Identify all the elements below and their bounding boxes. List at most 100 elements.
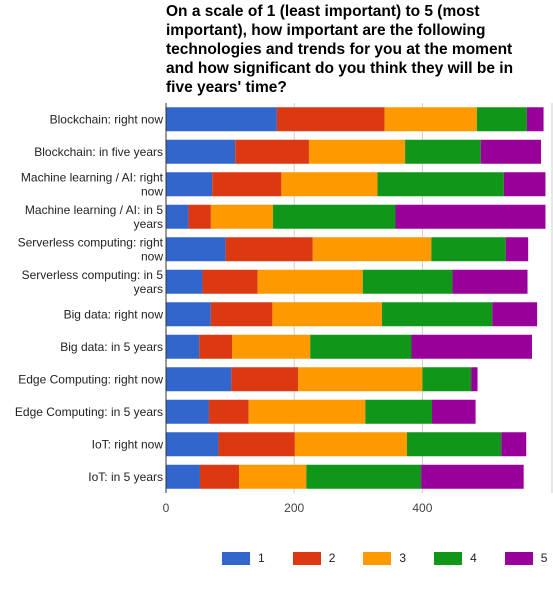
chart-title: On a scale of 1 (least important) to 5 (… [166, 2, 546, 97]
legend-label: 2 [328, 551, 336, 565]
bar-segment [377, 172, 504, 197]
bar-segment [452, 269, 528, 294]
bar-segment [298, 367, 423, 392]
bar-segment [411, 334, 533, 359]
bar-segment [306, 464, 422, 489]
bar-segment [232, 334, 311, 359]
bar-segment [225, 237, 313, 262]
legend-item: 4 [434, 551, 477, 565]
bar-segment [312, 237, 432, 262]
chart-title-line: five years' time? [166, 79, 287, 96]
bar-segment [407, 432, 502, 457]
legend-swatch [363, 551, 392, 565]
bar-segment [294, 432, 408, 457]
bar-segment [421, 464, 524, 489]
bar-segment [231, 367, 299, 392]
bar-segment [422, 367, 472, 392]
bar-segment [199, 464, 240, 489]
y-tick-label: Blockchain: right now [50, 112, 164, 126]
bar-segment [235, 139, 309, 164]
bar-segment [476, 107, 527, 132]
y-tick-label: Edge Computing: in 5 years [15, 405, 163, 419]
y-tick-label: years [134, 282, 163, 296]
bar-segment [199, 334, 233, 359]
bar-segment [503, 172, 546, 197]
bar-segment [405, 139, 481, 164]
chart-title-line: technologies and trends for you at the m… [166, 41, 513, 58]
y-tick-label: Big data: right now [64, 307, 164, 321]
bar-segment [218, 432, 295, 457]
legend-item: 3 [363, 551, 406, 565]
bar-segment [480, 139, 541, 164]
legend-swatch [434, 551, 463, 565]
bar-segment [272, 302, 383, 327]
bar-segment [395, 204, 546, 229]
bar-segment [239, 464, 307, 489]
bar-segment [362, 269, 453, 294]
bar-segment [384, 107, 477, 132]
bar-segment [166, 172, 213, 197]
bar-segment [166, 204, 189, 229]
legend-item: 1 [222, 551, 265, 565]
bar-segment [432, 399, 476, 424]
chart-legend: 1 2 3 4 5 [222, 550, 553, 566]
legend-label: 1 [258, 551, 265, 565]
bar-segment [257, 269, 363, 294]
bar-segment [210, 302, 273, 327]
bar-segment [188, 204, 211, 229]
bar-segment [431, 237, 506, 262]
bar-segment [382, 302, 493, 327]
bar-segment [166, 107, 277, 132]
bar-segment [471, 367, 478, 392]
bar-segment [166, 139, 236, 164]
chart-title-line: and how significant do you think they wi… [166, 60, 514, 77]
y-tick-label: IoT: in 5 years [88, 470, 163, 484]
x-tick-label: 400 [412, 501, 432, 515]
legend-swatch [222, 551, 250, 565]
bar-segment [166, 334, 200, 359]
legend-swatch [292, 551, 321, 565]
bar-segment [526, 107, 544, 132]
y-tick-label: years [134, 217, 163, 231]
chart-title-line: important), how important are the follow… [166, 22, 486, 39]
y-tick-label: now [141, 249, 163, 263]
legend-label: 3 [399, 551, 407, 565]
bar-segment [166, 302, 211, 327]
bar-segment [273, 204, 396, 229]
legend-label: 4 [470, 551, 477, 565]
legend-item: 2 [292, 551, 336, 565]
bar-segment [210, 204, 274, 229]
chart-title-line: On a scale of 1 (least important) to 5 (… [166, 3, 480, 20]
y-tick-label: IoT: right now [92, 437, 164, 451]
bar-segment [212, 172, 282, 197]
bar-segment [308, 139, 406, 164]
y-tick-label: Serverless computing: in 5 [22, 268, 164, 282]
y-tick-label: Blockchain: in five years [34, 145, 163, 159]
y-tick-label: Machine learning / AI: in 5 [25, 203, 163, 217]
y-tick-label: Serverless computing: right [18, 235, 164, 249]
bar-segment [166, 464, 200, 489]
bar-segment [505, 237, 529, 262]
legend-swatch [504, 551, 533, 565]
bar-segment [492, 302, 538, 327]
bar-segment [166, 432, 219, 457]
x-tick-label: 0 [163, 501, 170, 515]
bar-segment [202, 269, 258, 294]
legend-item: 5 [504, 551, 548, 565]
bar-segment [276, 107, 385, 132]
bar-segment [281, 172, 378, 197]
y-tick-label: now [141, 184, 163, 198]
legend-label: 5 [540, 551, 548, 565]
bar-segment [310, 334, 412, 359]
bar-segment [166, 399, 209, 424]
bar-segment [166, 269, 203, 294]
bar-segment [166, 237, 226, 262]
bar-segment [208, 399, 249, 424]
y-tick-label: Machine learning / AI: right [21, 170, 164, 184]
bar-segment [501, 432, 527, 457]
bar-segment [365, 399, 433, 424]
x-tick-label: 200 [284, 501, 304, 515]
bar-segment [166, 367, 232, 392]
y-tick-label: Big data: in 5 years [60, 340, 163, 354]
